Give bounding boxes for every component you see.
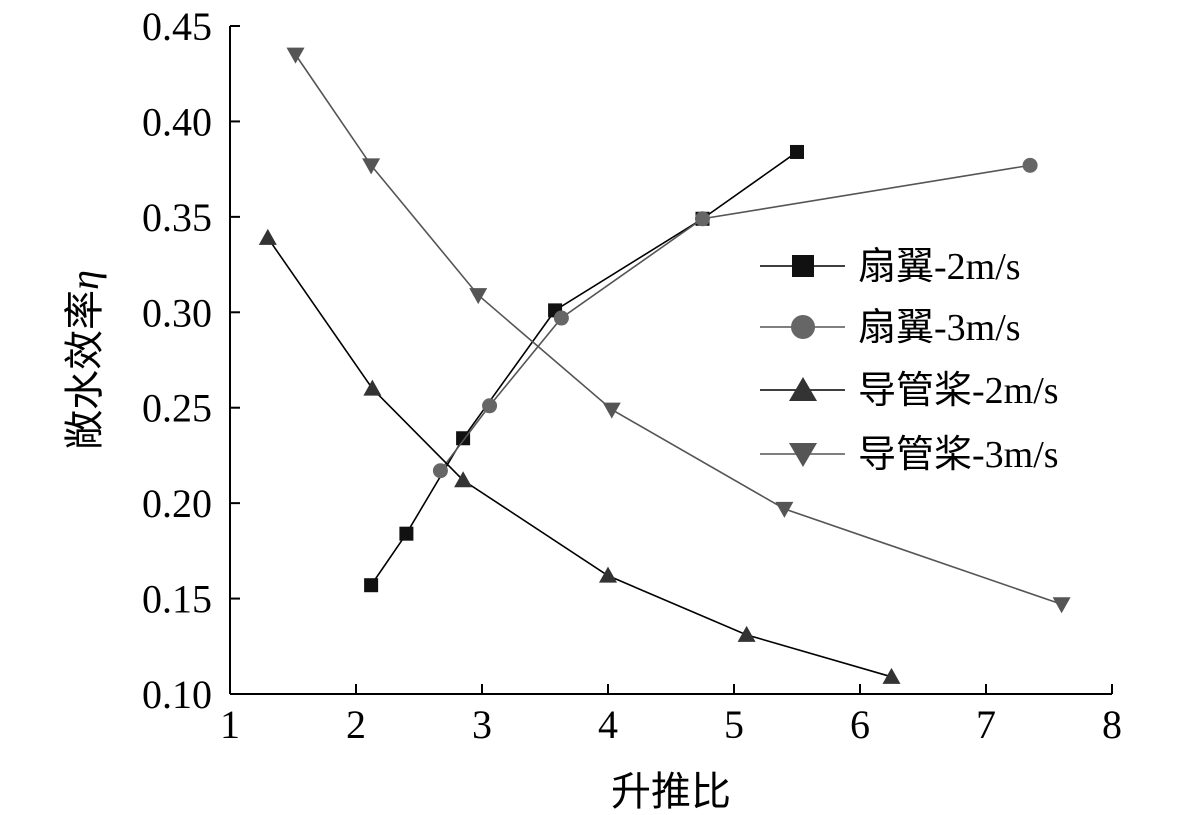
series-line [294,54,1062,606]
legend-marker-triangle-down [789,443,817,467]
legend-item: 扇翼-2m/s [760,246,1021,288]
data-point [399,526,414,541]
y-tick-label: 0.35 [142,195,212,240]
y-tick-label: 0.15 [142,577,212,622]
legend-item: 导管桨-3m/s [760,434,1059,476]
x-tick-label: 8 [1102,702,1122,747]
data-point [363,379,382,396]
y-tick-label: 0.25 [142,386,212,431]
data-point [790,144,804,159]
x-tick-label: 4 [598,702,618,747]
x-axis-title: 升推比 [611,769,731,814]
plot-frame [229,26,1112,695]
y-axis-ticks: 0.10 0.15 0.20 0.25 0.30 0.35 0.40 0.45 [142,4,240,717]
data-point [1022,157,1038,173]
data-point [258,228,277,245]
legend-label: 扇翼-2m/s [858,246,1021,288]
x-tick-label: 6 [850,702,870,747]
x-tick-label: 2 [346,702,366,747]
legend-item: 导管桨-2m/s [760,370,1059,412]
data-point [602,402,621,419]
data-point [553,310,569,326]
data-point [286,47,305,64]
series-3 [258,228,901,684]
y-axis-title: 敞水效率η [62,270,107,450]
data-point [882,667,901,684]
data-point [1052,597,1071,614]
legend-marker-triangle-up [789,377,817,401]
series-1 [364,144,804,593]
data-point [362,158,381,175]
y-tick-label: 0.40 [142,99,212,144]
data-point [695,211,710,227]
y-tick-label: 0.10 [142,672,212,717]
series-2 [432,157,1038,479]
series-line [370,151,798,586]
data-point [456,431,471,446]
y-axis-title-text: 敞水效率 [62,290,107,450]
y-tick-label: 0.20 [142,481,212,526]
x-tick-label: 5 [724,702,744,747]
data-point [775,501,794,518]
series-4 [286,47,1071,614]
data-point [482,398,498,414]
legend-marker-square [792,255,814,277]
x-tick-label: 1 [220,702,240,747]
legend: 扇翼-2m/s 扇翼-3m/s 导管桨-2m/s 导管桨-3m/s [760,246,1059,476]
x-tick-label: 7 [976,702,996,747]
legend-marker-circle [791,315,815,339]
y-tick-label: 0.30 [142,290,212,335]
series-line [267,237,892,678]
legend-label: 导管桨-2m/s [858,370,1059,412]
y-tick-label: 0.45 [142,4,212,49]
data-point [454,471,473,488]
x-tick-label: 3 [472,702,492,747]
legend-label: 扇翼-3m/s [858,307,1021,349]
x-axis-ticks: 1 2 3 4 5 6 7 8 [220,684,1122,747]
data-point [469,288,488,305]
y-axis-title-symbol: η [62,270,107,290]
legend-label: 导管桨-3m/s [858,434,1059,476]
legend-item: 扇翼-3m/s [760,307,1021,349]
data-point [432,463,448,479]
data-point [599,566,617,583]
data-point [364,578,379,593]
series-layer [258,47,1071,684]
data-point [737,625,756,642]
